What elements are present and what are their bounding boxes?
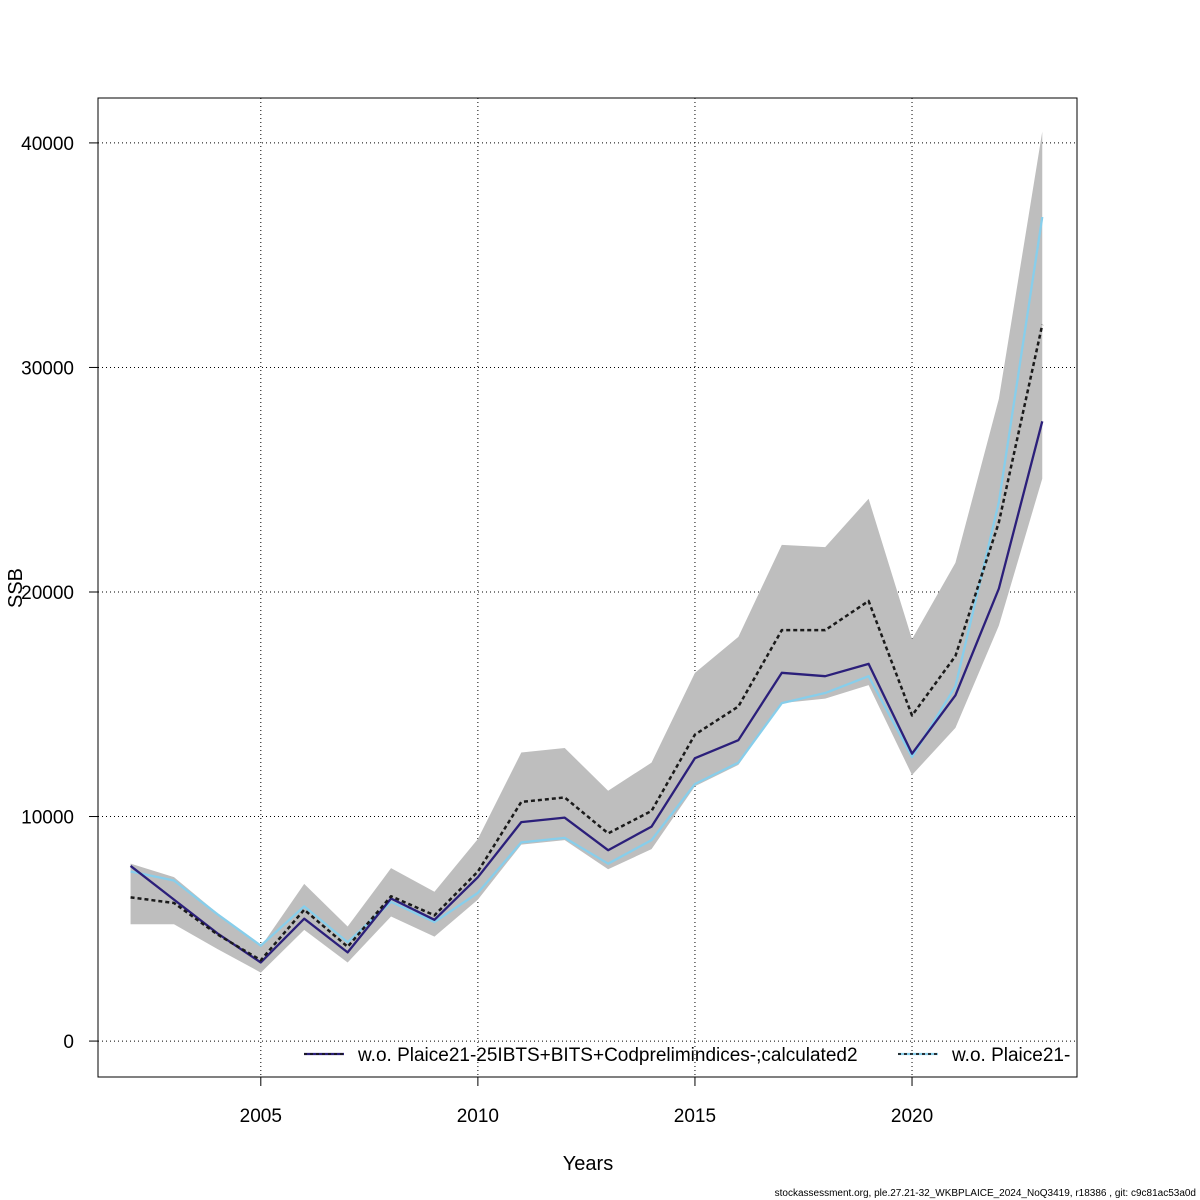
y-tick-label: 10000 (21, 808, 74, 829)
footer-credit: stockassessment.org, ple.27.21-32_WKBPLA… (775, 1188, 1196, 1199)
confidence-band (130, 131, 1043, 973)
x-tick-label: 2015 (674, 1106, 716, 1127)
series-line-2 (130, 216, 1044, 947)
legend-label-1: w.o. Plaice21- (951, 1045, 1070, 1066)
x-tick-label: 2005 (240, 1106, 282, 1127)
series-line-0 (129, 421, 1044, 964)
y-tick-label: 40000 (21, 134, 74, 155)
legend: w.o. Plaice21-25IBTS+BITS+Codprelimindic… (304, 1045, 1070, 1066)
y-axis-title: SSB (5, 568, 27, 608)
axes: 2005 2010 2015 2020 0 10000 20000 30000 40000 (21, 134, 933, 1127)
y-tick-label: 30000 (21, 358, 74, 379)
data-layer (129, 131, 1044, 973)
legend-label-0: w.o. Plaice21-25IBTS+BITS+Codprelimindic… (357, 1045, 858, 1066)
y-tick-label: 20000 (21, 583, 74, 604)
grid-lines (98, 98, 1077, 1077)
x-tick-label: 2020 (891, 1106, 933, 1127)
y-tick-label: 0 (63, 1032, 74, 1053)
x-axis-title: Years (563, 1153, 613, 1175)
plot-frame (97, 97, 1078, 1078)
x-tick-label: 2010 (457, 1106, 499, 1127)
